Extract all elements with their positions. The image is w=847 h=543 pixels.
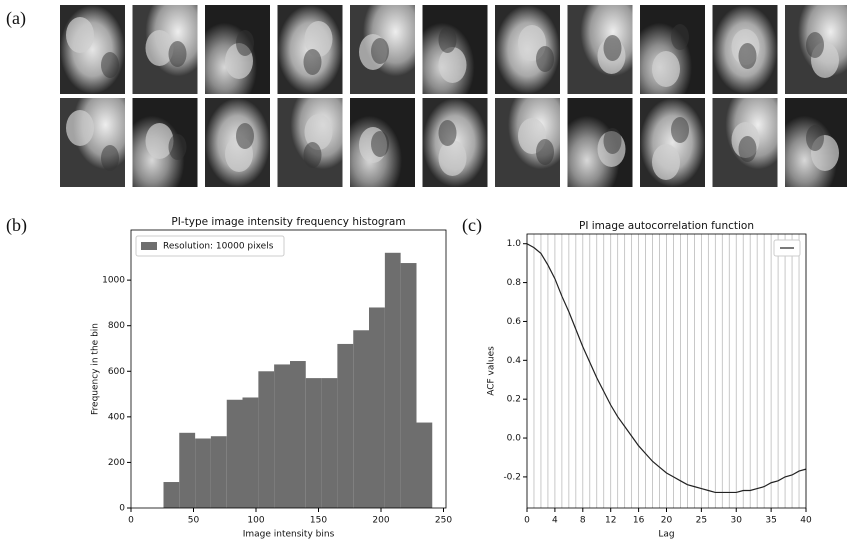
x-tick-label: 0 (524, 516, 530, 526)
hist-bar (179, 432, 196, 508)
y-tick-label: 0.6 (507, 317, 522, 327)
y-tick-label: 0 (119, 504, 125, 514)
hist-bar (242, 397, 259, 508)
x-tick-label: 35 (765, 516, 776, 526)
panel-label: (b) (6, 215, 27, 236)
x-tick-label: 100 (247, 516, 264, 526)
panel-label: (a) (6, 8, 26, 29)
hist-bar (400, 263, 417, 508)
image-shadow (101, 52, 119, 78)
x-tick-label: 250 (435, 516, 452, 526)
x-tick-label: 20 (661, 516, 673, 526)
x-tick-label: 200 (372, 516, 389, 526)
x-tick-label: 25 (696, 516, 707, 526)
y-tick-label: 0.8 (507, 278, 522, 288)
x-tick-label: 8 (580, 516, 586, 526)
plot-frame (526, 233, 807, 509)
acf-line (526, 243, 807, 494)
hist-bar (274, 364, 290, 508)
x-tick-label: 30 (731, 516, 743, 526)
image-shadow (438, 27, 457, 53)
image-blob (304, 21, 333, 57)
y-axis-label: Frequency in the bin (91, 323, 101, 415)
chart-title: PI image autocorrelation function (579, 220, 754, 232)
y-tick-label: 1.0 (507, 239, 522, 249)
x-tick-label: 40 (800, 516, 812, 526)
x-tick-label: 0 (128, 516, 134, 526)
y-tick-label: 600 (108, 367, 125, 377)
y-tick-label: 0.2 (507, 395, 521, 405)
image-blob (145, 30, 174, 66)
x-tick-label: 150 (310, 516, 327, 526)
image-tiles (60, 5, 847, 187)
image-shadow (806, 32, 824, 58)
y-tick-label: 1000 (102, 276, 125, 286)
image-blob (304, 114, 333, 150)
legend-swatch (141, 242, 157, 250)
image-tile (60, 98, 125, 187)
x-axis-label: Lag (658, 530, 674, 540)
image-shadow (236, 123, 254, 149)
image-shadow (536, 46, 554, 72)
hist-bar (305, 378, 322, 508)
hist-bar (369, 307, 385, 508)
hist-bar (337, 343, 354, 508)
image-blob (66, 17, 94, 53)
y-tick-label: 800 (108, 321, 125, 331)
x-tick-label: 50 (188, 516, 200, 526)
image-blob (438, 140, 467, 176)
image-tile (60, 5, 125, 94)
image-shadow (438, 120, 457, 146)
x-tick-label: 16 (633, 516, 645, 526)
y-axis-label: ACF values (487, 346, 497, 396)
y-tick-label: 0.4 (507, 356, 522, 366)
image-blob (652, 51, 680, 87)
image-shadow (303, 49, 322, 75)
chart-title: PI-type image intensity frequency histog… (171, 216, 405, 228)
image-shadow (806, 125, 824, 151)
plot-frame (130, 229, 447, 509)
hist-bar (195, 438, 211, 508)
hist-bar (163, 482, 180, 508)
image-shadow (236, 30, 254, 56)
image-blob (66, 110, 94, 146)
hist-bar (210, 436, 227, 508)
legend-box (135, 235, 285, 257)
image-blob (652, 144, 680, 180)
image-shadow (168, 134, 187, 160)
hist-bar (258, 371, 275, 508)
hist-bar (226, 399, 243, 508)
hist-bar (384, 252, 401, 508)
image-blob (145, 123, 174, 159)
image-shadow (371, 131, 389, 157)
x-tick-label: 4 (552, 516, 558, 526)
x-axis-label: Image intensity bins (243, 530, 335, 540)
image-shadow (303, 142, 322, 168)
hist-bar (353, 330, 369, 508)
y-tick-label: 400 (108, 412, 125, 422)
image-shadow (168, 41, 187, 67)
image-shadow (671, 24, 689, 50)
legend-label: Resolution: 10000 pixels (163, 242, 274, 252)
image-shadow (603, 35, 622, 61)
image-shadow (371, 38, 389, 64)
y-tick-label: 200 (108, 458, 125, 468)
image-shadow (603, 128, 622, 154)
hist-bar (321, 378, 338, 508)
panel-label: (c) (462, 215, 482, 236)
hist-bar (416, 422, 433, 508)
image-shadow (536, 139, 554, 165)
hist-bar (290, 361, 306, 508)
y-tick-label: 0.0 (507, 434, 522, 444)
image-shadow (738, 136, 757, 162)
image-shadow (738, 43, 757, 69)
image-blob (438, 47, 467, 83)
x-tick-label: 12 (605, 516, 616, 526)
y-tick-label: -0.2 (503, 472, 521, 482)
image-shadow (671, 117, 689, 143)
image-shadow (101, 145, 119, 171)
